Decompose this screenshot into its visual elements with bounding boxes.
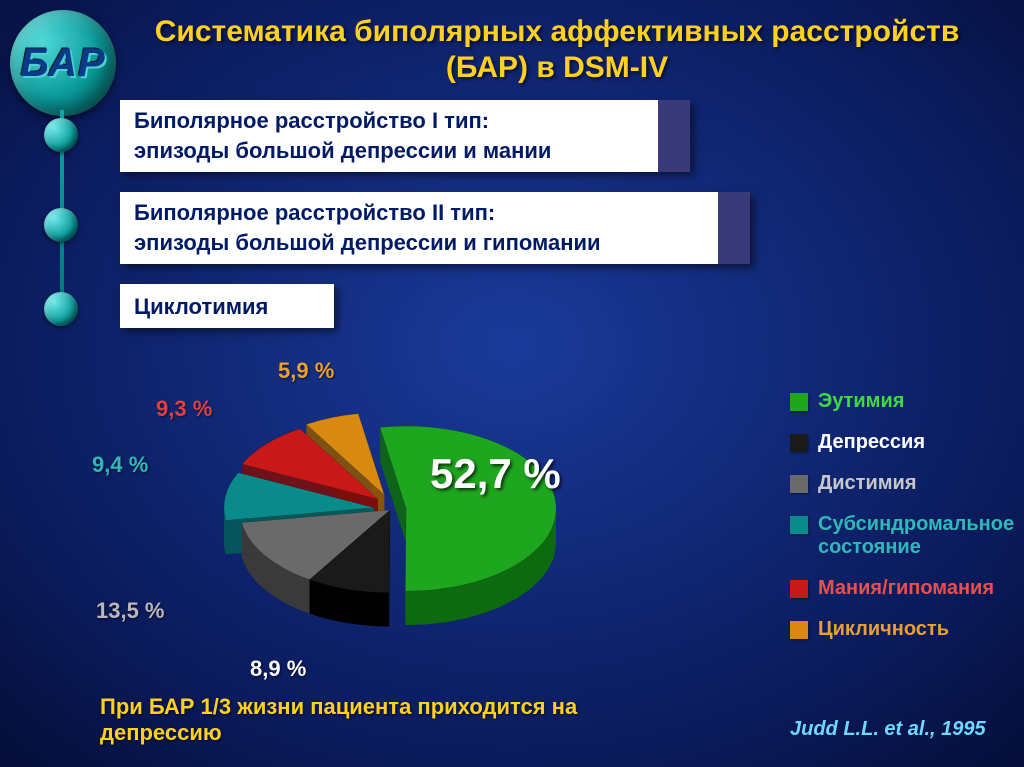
box-2-line-1: Биполярное расстройство II тип: [134, 200, 736, 226]
legend-label: Субсиндромальное состояние [818, 513, 1008, 559]
legend-swatch [790, 516, 808, 534]
footnote-text: При БАР 1/3 жизни пациента приходится на… [100, 694, 620, 747]
legend-swatch [790, 621, 808, 639]
box-1-line-2: эпизоды большой депрессии и мании [134, 138, 676, 164]
pie-chart-region: 52,7 % 8,9 % 13,5 % 9,4 % 9,3 % 5,9 % [90, 340, 650, 700]
tree-node-3 [44, 292, 78, 326]
pie-slice-label: 8,9 % [250, 656, 306, 682]
legend-item: Цикличность [790, 618, 1010, 641]
box-1-shade [658, 100, 690, 172]
legend-label: Дистимия [818, 472, 917, 495]
legend-item: Субсиндромальное состояние [790, 513, 1010, 559]
legend-swatch [790, 393, 808, 411]
pie-chart-svg [210, 370, 570, 670]
pie-slice-label: 13,5 % [96, 598, 165, 624]
legend-swatch [790, 475, 808, 493]
legend-label: Цикличность [818, 618, 949, 641]
legend-label: Депрессия [818, 431, 925, 454]
badge-label: БАР [20, 41, 105, 86]
classification-box-3: Циклотимия [120, 284, 334, 328]
box-2-shade [718, 192, 750, 264]
box-3-line-1: Циклотимия [134, 294, 320, 320]
legend-swatch [790, 580, 808, 598]
classification-box-1: Биполярное расстройство I тип: эпизоды б… [120, 100, 690, 172]
pie-slice-label: 5,9 % [278, 358, 334, 384]
legend-label: Мания/гипомания [818, 577, 994, 600]
slide-title: Систематика биполярных аффективных расст… [130, 14, 984, 86]
pie-slice-label: 9,3 % [156, 396, 212, 422]
legend-item: Мания/гипомания [790, 577, 1010, 600]
chart-legend: Эутимия Депрессия Дистимия Субсиндромальное… [790, 390, 1010, 659]
citation-text: Judd L.L. et al., 1995 [790, 718, 986, 741]
box-1-line-1: Биполярное расстройство I тип: [134, 108, 676, 134]
classification-box-2: Биполярное расстройство II тип: эпизоды … [120, 192, 750, 264]
tree-node-1 [44, 118, 78, 152]
box-2-line-2: эпизоды большой депрессии и гипомании [134, 230, 736, 256]
tree-node-2 [44, 208, 78, 242]
pie-slice-label: 9,4 % [92, 452, 148, 478]
legend-label: Эутимия [818, 390, 904, 413]
legend-swatch [790, 434, 808, 452]
legend-item: Депрессия [790, 431, 1010, 454]
pie-center-label: 52,7 % [430, 450, 561, 498]
legend-item: Дистимия [790, 472, 1010, 495]
badge-circle: БАР [10, 10, 116, 116]
slide-content: БАР Систематика биполярных аффективных р… [0, 0, 1024, 767]
legend-item: Эутимия [790, 390, 1010, 413]
